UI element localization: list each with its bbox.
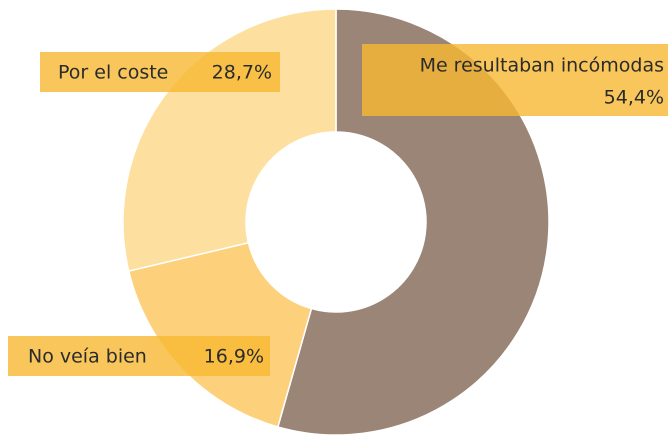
slice-label: Me resultaban incómodas [420, 55, 664, 77]
label-box [40, 52, 280, 92]
slice-label: No veía bien [28, 346, 147, 368]
slice [122, 8, 337, 272]
value-label: 54,4% [604, 87, 664, 109]
value-label: 16,9% [204, 346, 264, 368]
label-box [8, 336, 270, 376]
slice-label: Por el coste [58, 62, 168, 84]
value-label: 28,7% [212, 62, 272, 84]
slice [127, 241, 313, 428]
label-box [362, 44, 668, 116]
